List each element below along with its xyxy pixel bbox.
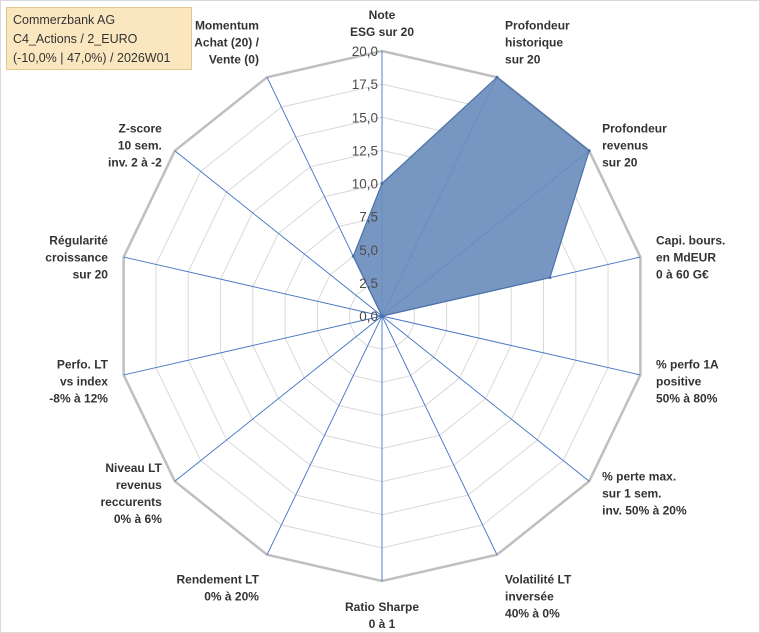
axis-label-line: sur 1 sem. xyxy=(602,486,661,500)
axis-label-line: 0% à 20% xyxy=(204,589,259,603)
data-point xyxy=(380,314,384,318)
axis-spoke xyxy=(174,150,383,317)
title-box: Commerzbank AG C4_Actions / 2_EURO (-10,… xyxy=(6,7,192,70)
axis-spoke xyxy=(123,315,383,376)
axis-label-line: 10 sem. xyxy=(118,139,162,153)
label-layer: Note ESG sur 20 Profondeur historique sur 20… xyxy=(45,8,725,631)
series-area xyxy=(352,76,590,317)
data-point xyxy=(351,254,355,258)
axis-spoke xyxy=(174,315,383,482)
tick-label: 5,0 xyxy=(359,243,378,258)
axis-label-line: % perfo 1A xyxy=(656,358,719,372)
tick-label: 20,0 xyxy=(352,44,378,59)
axis-label-line: vs index xyxy=(60,375,108,389)
series-layer xyxy=(351,75,591,318)
axis-label-line: 0 à 1 xyxy=(369,617,396,631)
axis-label: Rendement LT 0% à 20% xyxy=(176,572,259,603)
axis-label: Profondeur revenus sur 20 xyxy=(602,122,667,170)
axis-spoke xyxy=(381,315,590,482)
axis-label: Perfo. LT vs index -8% à 12% xyxy=(49,358,108,406)
axis-label: Z-score 10 sem. inv. 2 à -2 xyxy=(108,122,162,170)
axis-spoke xyxy=(123,256,383,317)
axis-label-line: inv. 2 à -2 xyxy=(108,156,162,170)
axis-label-line: 0% à 6% xyxy=(114,512,162,526)
axis-label-line: en MdEUR xyxy=(656,250,716,264)
axis-label-line: sur 20 xyxy=(505,53,541,67)
tick-label: 2,5 xyxy=(359,276,378,291)
axis-label-line: Niveau LT xyxy=(105,461,162,475)
data-point xyxy=(587,149,591,153)
axis-label-line: sur 20 xyxy=(602,156,638,170)
axis-label-line: 40% à 0% xyxy=(505,606,560,620)
tick-layer: 0,0 2,5 5,0 7,5 10,0 12,5 15,0 17,5 20,0 xyxy=(352,44,378,324)
title-category: C4_Actions / 2_EURO xyxy=(13,32,138,46)
axis-label-line: -8% à 12% xyxy=(49,392,108,406)
axis-label-line: Vente (0) xyxy=(209,53,259,67)
axis-label-line: positive xyxy=(656,375,702,389)
axis-label-line: reccurents xyxy=(100,495,162,509)
axis-label-line: Momentum xyxy=(195,19,259,33)
axis-label-line: ESG sur 20 xyxy=(350,25,414,39)
axis-label-line: Régularité xyxy=(49,233,108,247)
data-point xyxy=(380,182,384,185)
tick-label: 0,0 xyxy=(359,309,378,324)
tick-label: 7,5 xyxy=(359,210,378,225)
axis-label: Note ESG sur 20 xyxy=(350,8,414,39)
axis-spoke xyxy=(266,315,383,555)
tick-label: 17,5 xyxy=(352,77,378,92)
axis-label-line: Profondeur xyxy=(505,19,570,33)
axis-label-line: Capi. bours. xyxy=(656,233,725,247)
title-range: (-10,0% | 47,0%) / 2026W01 xyxy=(13,51,171,65)
axis-label: Profondeur historique sur 20 xyxy=(505,19,570,67)
axis-label-line: sur 20 xyxy=(73,267,109,281)
axis-label: Volatilité LT inversée 40% à 0% xyxy=(505,572,572,620)
axis-label-line: Achat (20) / xyxy=(194,36,259,50)
axis-label: Régularité croissance sur 20 xyxy=(45,233,108,281)
axis-label-line: Profondeur xyxy=(602,122,667,136)
title-company: Commerzbank AG xyxy=(13,13,116,27)
axis-label: Niveau LT revenus reccurents 0% à 6% xyxy=(100,461,162,526)
tick-label: 12,5 xyxy=(352,143,378,158)
axis-label-line: Z-score xyxy=(119,122,163,136)
axis-label: % perte max. sur 1 sem. inv. 50% à 20% xyxy=(602,469,687,517)
axis-label-line: Note xyxy=(369,8,396,22)
data-point xyxy=(548,276,552,280)
axis-spoke xyxy=(381,315,641,376)
axis-label-line: Rendement LT xyxy=(176,572,259,586)
tick-label: 10,0 xyxy=(352,177,378,192)
tick-label: 15,0 xyxy=(352,110,378,125)
axis-label-line: 50% à 80% xyxy=(656,392,718,406)
axis-label-line: 0 à 60 G€ xyxy=(656,267,709,281)
axis-spoke xyxy=(381,315,498,555)
axis-label-line: revenus xyxy=(116,478,162,492)
axis-label-line: Volatilité LT xyxy=(505,572,572,586)
axis-label: % perfo 1A positive 50% à 80% xyxy=(656,358,719,406)
axis-label: Ratio Sharpe 0 à 1 xyxy=(345,600,419,631)
axis-label-line: historique xyxy=(505,36,563,50)
axis-label-line: revenus xyxy=(602,139,648,153)
axis-label-line: Ratio Sharpe xyxy=(345,600,419,614)
axis-label: Capi. bours. en MdEUR 0 à 60 G€ xyxy=(656,233,725,281)
axis-label-line: inversée xyxy=(505,589,554,603)
data-point xyxy=(495,75,499,79)
axis-label: Momentum Achat (20) / Vente (0) xyxy=(194,19,259,67)
axis-label-line: % perte max. xyxy=(602,469,676,483)
axis-label-line: inv. 50% à 20% xyxy=(602,503,687,517)
axis-label-line: Perfo. LT xyxy=(57,358,109,372)
axis-label-line: croissance xyxy=(45,250,108,264)
